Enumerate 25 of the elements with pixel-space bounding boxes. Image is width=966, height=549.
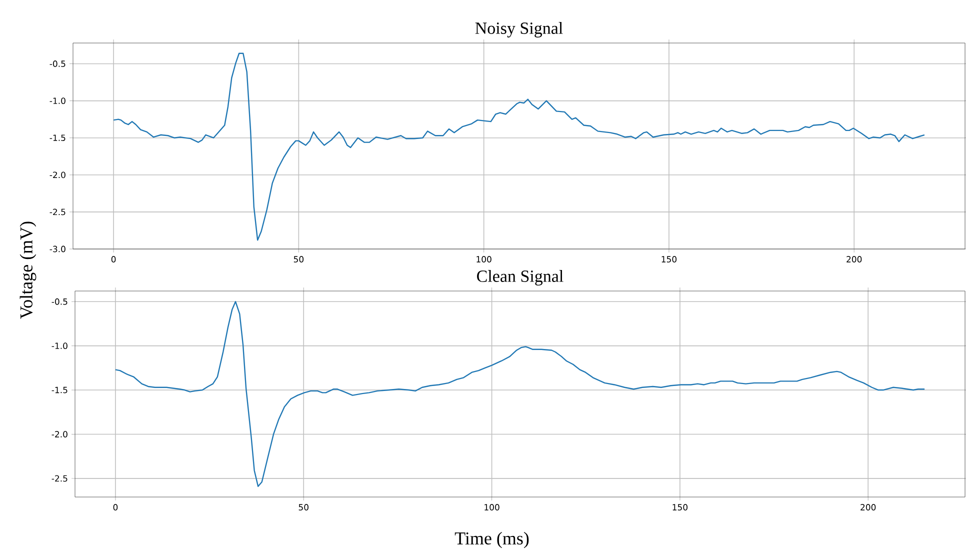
x-tick-label: 50 <box>298 504 308 510</box>
y-tick-label: -1.0 <box>50 98 66 104</box>
y-tick-label: -1.5 <box>52 386 68 394</box>
x-tick-label: 0 <box>113 504 118 510</box>
y-axis-title: Voltage (mV) <box>20 222 36 319</box>
x-tick-label: 50 <box>294 256 304 262</box>
y-tick-label: -1.5 <box>50 134 66 142</box>
y-tick-label: -2.5 <box>50 208 66 216</box>
y-tick-label: -2.0 <box>52 431 68 438</box>
x-tick-label: 200 <box>860 504 876 510</box>
y-tick-label: -3.0 <box>50 246 66 252</box>
x-tick-label: 150 <box>672 504 688 510</box>
y-tick-label: -0.5 <box>52 298 68 305</box>
y-tick-label: -1.0 <box>52 342 68 350</box>
x-tick-label: 100 <box>484 504 500 510</box>
x-tick-label: 0 <box>111 256 116 262</box>
x-axis-title: Time (ms) <box>454 532 529 548</box>
chart-title: Clean Signal <box>477 270 564 286</box>
y-tick-label: -0.5 <box>50 60 66 67</box>
x-tick-label: 200 <box>846 256 862 262</box>
y-tick-label: -2.5 <box>52 475 68 482</box>
x-tick-label: 150 <box>662 256 677 262</box>
chart-title: Noisy Signal <box>475 22 563 38</box>
x-tick-label: 100 <box>476 256 492 262</box>
y-tick-label: -2.0 <box>50 172 66 178</box>
